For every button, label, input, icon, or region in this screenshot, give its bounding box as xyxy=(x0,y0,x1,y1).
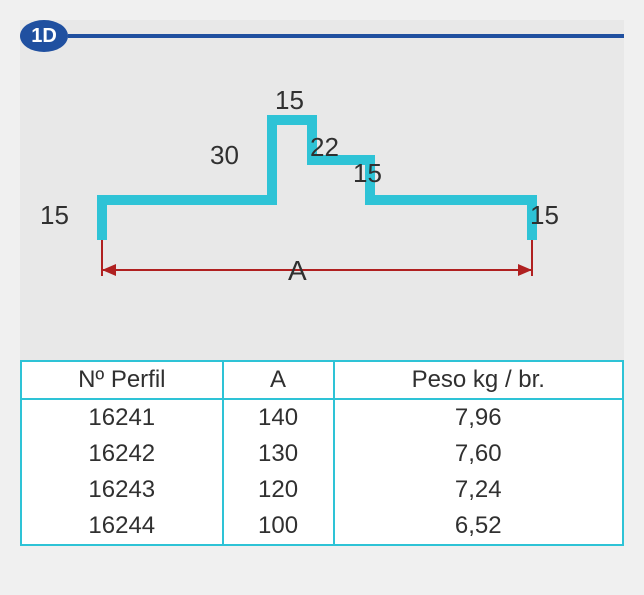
profile-spec-card: 1D 15 15 30 15 22 15 A Nº Perfil A Peso … xyxy=(20,20,624,546)
span-label: A xyxy=(288,255,307,287)
profile-svg xyxy=(42,60,602,340)
table-cell: 7,24 xyxy=(334,472,623,508)
table-row: 162411407,96 xyxy=(21,399,623,436)
header-rule xyxy=(68,34,624,38)
table-cell: 7,96 xyxy=(334,399,623,436)
table-cell: 16242 xyxy=(21,436,223,472)
table-cell: 100 xyxy=(223,508,334,545)
dim-notch-rise: 30 xyxy=(210,140,239,171)
profile-diagram: 15 15 30 15 22 15 A xyxy=(20,60,624,360)
dim-right-flange: 15 xyxy=(530,200,559,231)
table-row: 162441006,52 xyxy=(21,508,623,545)
table-header-row: Nº Perfil A Peso kg / br. xyxy=(21,361,623,399)
dim-notch-step: 22 xyxy=(310,132,339,163)
dim-left-flange: 15 xyxy=(40,200,69,231)
col-header: A xyxy=(223,361,334,399)
table-cell: 130 xyxy=(223,436,334,472)
dim-notch-top: 15 xyxy=(275,85,304,116)
spec-table: Nº Perfil A Peso kg / br. 162411407,9616… xyxy=(20,360,624,546)
col-header: Peso kg / br. xyxy=(334,361,623,399)
table-row: 162421307,60 xyxy=(21,436,623,472)
span-dimension xyxy=(102,240,532,276)
table-cell: 16241 xyxy=(21,399,223,436)
section-badge: 1D xyxy=(20,20,68,52)
table-cell: 16243 xyxy=(21,472,223,508)
table-row: 162431207,24 xyxy=(21,472,623,508)
table-cell: 7,60 xyxy=(334,436,623,472)
table-cell: 140 xyxy=(223,399,334,436)
col-header: Nº Perfil xyxy=(21,361,223,399)
table-cell: 120 xyxy=(223,472,334,508)
dim-notch-drop: 15 xyxy=(353,158,382,189)
table-cell: 6,52 xyxy=(334,508,623,545)
table-cell: 16244 xyxy=(21,508,223,545)
header: 1D xyxy=(20,20,624,60)
